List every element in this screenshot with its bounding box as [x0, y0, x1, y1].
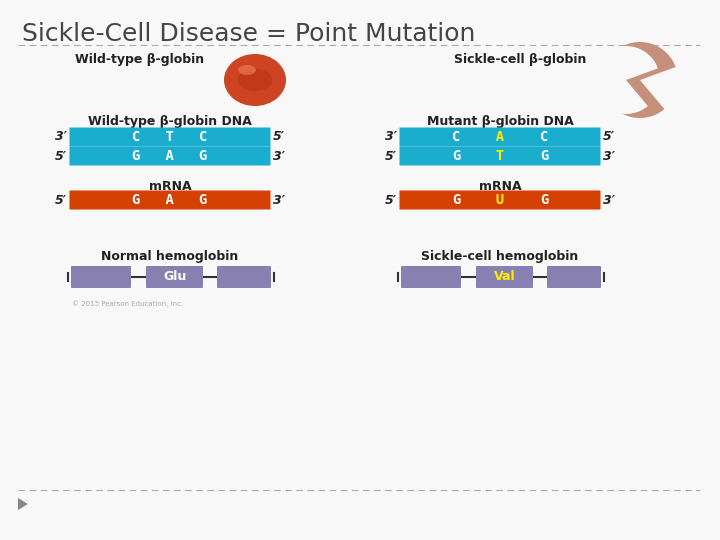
Wedge shape — [592, 46, 658, 114]
FancyBboxPatch shape — [71, 266, 131, 288]
Text: C: C — [540, 130, 548, 144]
Text: C: C — [452, 130, 460, 144]
Text: A: A — [479, 130, 521, 144]
Text: Wild-type β-globin DNA: Wild-type β-globin DNA — [88, 115, 252, 128]
Text: 3′: 3′ — [385, 131, 397, 144]
Text: Sickle-cell hemoglobin: Sickle-cell hemoglobin — [421, 250, 579, 263]
FancyBboxPatch shape — [70, 191, 271, 210]
Text: T: T — [479, 149, 521, 163]
Polygon shape — [18, 498, 28, 510]
Text: C   T   C: C T C — [132, 130, 207, 144]
Text: Wild-type β-globin: Wild-type β-globin — [76, 53, 204, 66]
Text: G: G — [452, 193, 460, 207]
Text: 5′: 5′ — [385, 193, 397, 206]
Ellipse shape — [238, 65, 256, 75]
Text: 5′: 5′ — [273, 131, 285, 144]
Text: 5′: 5′ — [385, 150, 397, 163]
Text: G: G — [540, 193, 548, 207]
FancyBboxPatch shape — [476, 266, 533, 288]
FancyBboxPatch shape — [146, 266, 203, 288]
Text: 3′: 3′ — [603, 150, 615, 163]
Text: G   A   G: G A G — [132, 193, 207, 207]
FancyBboxPatch shape — [217, 266, 271, 288]
Text: Mutant β-globin DNA: Mutant β-globin DNA — [427, 115, 573, 128]
Text: Normal hemoglobin: Normal hemoglobin — [102, 250, 238, 263]
Text: © 2015 Pearson Education, Inc.: © 2015 Pearson Education, Inc. — [72, 300, 184, 307]
Text: Sickle-Cell Disease = Point Mutation: Sickle-Cell Disease = Point Mutation — [22, 22, 475, 46]
Text: G: G — [452, 149, 460, 163]
Text: mRNA: mRNA — [149, 180, 192, 193]
FancyBboxPatch shape — [400, 146, 600, 165]
Text: Glu: Glu — [163, 271, 186, 284]
Text: G   A   G: G A G — [132, 149, 207, 163]
Text: 3′: 3′ — [603, 193, 615, 206]
Wedge shape — [602, 42, 675, 118]
Ellipse shape — [238, 69, 272, 91]
Text: mRNA: mRNA — [479, 180, 521, 193]
Text: 5′: 5′ — [55, 193, 67, 206]
FancyBboxPatch shape — [547, 266, 601, 288]
Text: 3′: 3′ — [273, 193, 285, 206]
Text: Val: Val — [494, 271, 516, 284]
Text: Sickle-cell β-globin: Sickle-cell β-globin — [454, 53, 586, 66]
FancyBboxPatch shape — [70, 146, 271, 165]
Text: G: G — [540, 149, 548, 163]
FancyBboxPatch shape — [400, 191, 600, 210]
FancyBboxPatch shape — [70, 127, 271, 146]
Text: U: U — [479, 193, 521, 207]
FancyBboxPatch shape — [401, 266, 461, 288]
FancyBboxPatch shape — [400, 127, 600, 146]
Text: 3′: 3′ — [55, 131, 67, 144]
Text: 5′: 5′ — [55, 150, 67, 163]
Text: 5′: 5′ — [603, 131, 615, 144]
Ellipse shape — [224, 54, 286, 106]
Text: 3′: 3′ — [273, 150, 285, 163]
